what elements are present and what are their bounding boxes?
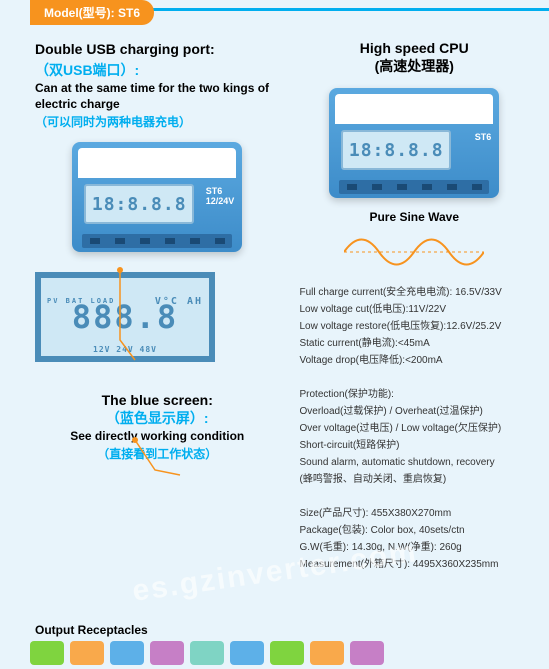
spec-line: Protection(保护功能): — [299, 386, 529, 403]
see-cn: （直接看到工作状态） — [35, 445, 279, 462]
spec-line: Size(产品尺寸): 455X380X270mm — [299, 505, 529, 522]
receptacle-icon — [230, 641, 264, 665]
spec-line — [299, 369, 529, 386]
right-column: High speed CPU (高速处理器) 18:8.8.8 ST6 Pure… — [299, 40, 529, 573]
specs-list: Full charge current(安全充电电流): 16.5V/33VLo… — [299, 284, 529, 573]
device-left: 18:8.8.8 ST6 12/24V — [72, 142, 242, 252]
spec-line: Static current(静电流):<45mA — [299, 335, 529, 352]
lcd-bottom-labels: 12V 24V 48V — [93, 345, 157, 354]
spec-line: (蜂鸣警报、自动关闭、重启恢复) — [299, 471, 529, 488]
receptacle-icon — [70, 641, 104, 665]
receptacle-icon — [350, 641, 384, 665]
usb-sub-cn: （可以同时为两种电器充电） — [35, 113, 279, 130]
device-right-model: ST6 — [475, 132, 492, 142]
cpu-title-cn: (高速处理器) — [299, 56, 529, 76]
receptacle-icon — [30, 641, 64, 665]
spec-line: Over voltage(过电压) / Low voltage(欠压保护) — [299, 420, 529, 437]
lcd-right-labels: V°C AH — [155, 296, 203, 308]
left-column: Double USB charging port: （双USB端口）: Can … — [35, 40, 279, 573]
content-grid: Double USB charging port: （双USB端口）: Can … — [35, 40, 529, 573]
spec-line: Low voltage cut(低电压):11V/22V — [299, 301, 529, 318]
receptacle-icon — [190, 641, 224, 665]
spec-line: Overload(过载保护) / Overheat(过温保护) — [299, 403, 529, 420]
spec-line: Sound alarm, automatic shutdown, recover… — [299, 454, 529, 471]
spec-line: Measurement(外箱尺寸): 4495X360X235mm — [299, 556, 529, 573]
spec-line: Voltage drop(电压降低):<200mA — [299, 352, 529, 369]
sine-wave-icon — [344, 232, 484, 272]
sine-title: Pure Sine Wave — [299, 210, 529, 224]
spec-line: Package(包装): Color box, 40sets/ctn — [299, 522, 529, 539]
lcd-left-labels: PV BAT LOAD — [47, 296, 115, 307]
usb-title-en: Double USB charging port: — [35, 40, 279, 60]
output-receptacles-label: Output Receptacles — [35, 623, 148, 637]
lcd-large: PV BAT LOAD 888.8 V°C AH 12V 24V 48V — [35, 272, 215, 362]
receptacle-icon — [150, 641, 184, 665]
device-usb-panel — [78, 148, 236, 178]
spec-line — [299, 488, 529, 505]
blue-screen-cn: （蓝色显示屏）: — [35, 408, 279, 428]
device-terminals — [82, 234, 232, 248]
device-model-text: ST6 — [206, 186, 235, 196]
spec-line: Full charge current(安全充电电流): 16.5V/33V — [299, 284, 529, 301]
device-lcd-small: 18:8.8.8 — [84, 184, 194, 224]
device-right-lcd: 18:8.8.8 — [341, 130, 451, 170]
usb-sub-en: Can at the same time for the two kings o… — [35, 80, 279, 114]
model-badge: Model(型号): ST6 — [30, 0, 154, 25]
blue-screen-en: The blue screen: — [35, 392, 279, 408]
device-model-label: ST6 12/24V — [206, 186, 235, 206]
device-right: 18:8.8.8 ST6 — [329, 88, 499, 198]
receptacle-icon — [270, 641, 304, 665]
receptacle-icon — [110, 641, 144, 665]
device-right-terminals — [339, 180, 489, 194]
see-en: See directly working condition — [35, 428, 279, 445]
receptacles-row — [30, 641, 384, 665]
spec-line: Low voltage restore(低电压恢复):12.6V/25.2V — [299, 318, 529, 335]
receptacle-icon — [310, 641, 344, 665]
cpu-title-en: High speed CPU — [299, 40, 529, 56]
device-voltage-text: 12/24V — [206, 196, 235, 206]
spec-line: G.W(毛重): 14.30g, N.W(净重): 260g — [299, 539, 529, 556]
spec-line: Short-circuit(短路保护) — [299, 437, 529, 454]
usb-title-cn: （双USB端口）: — [35, 60, 279, 80]
device-right-top — [335, 94, 493, 124]
